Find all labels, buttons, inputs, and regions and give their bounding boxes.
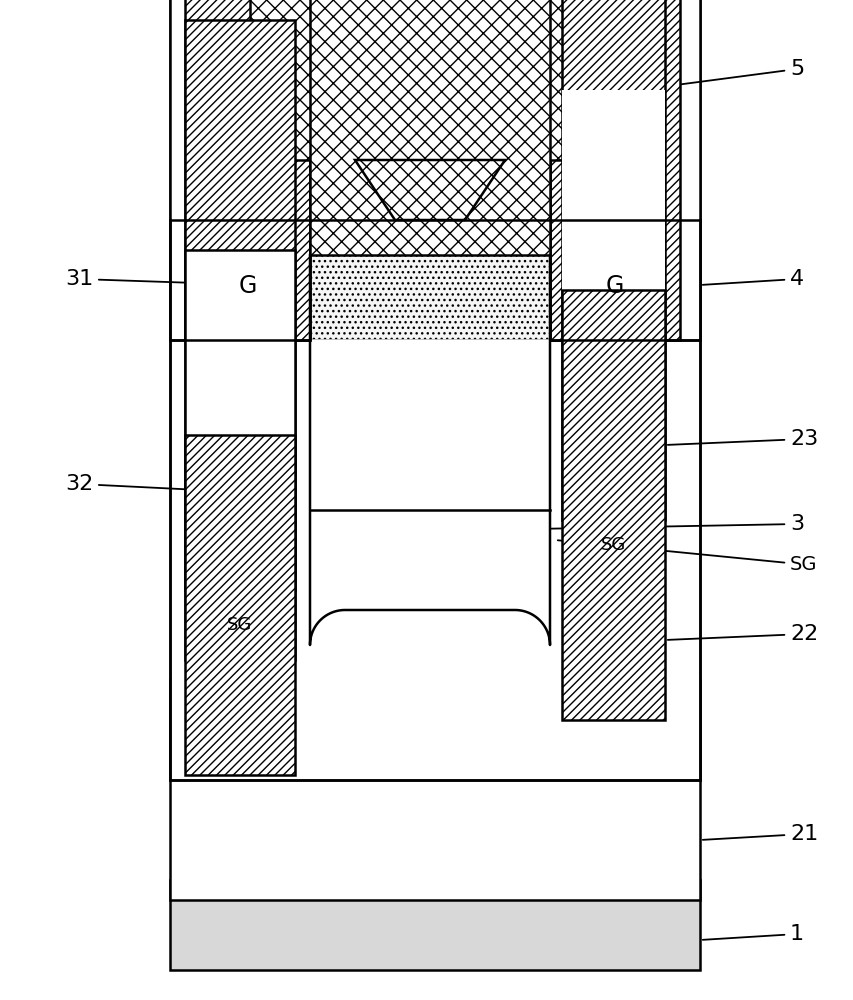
Text: SG: SG <box>601 536 625 554</box>
Bar <box>561 90 664 570</box>
Bar <box>310 0 549 340</box>
Polygon shape <box>355 160 504 220</box>
Text: 3: 3 <box>482 514 804 534</box>
Text: 1: 1 <box>702 924 804 944</box>
Text: SG: SG <box>227 616 252 634</box>
Text: 5: 5 <box>602 59 804 95</box>
Bar <box>185 0 310 340</box>
Bar <box>561 0 664 520</box>
Text: G: G <box>238 274 257 298</box>
Bar <box>185 435 294 775</box>
Text: 31: 31 <box>65 269 252 289</box>
Bar <box>250 0 600 160</box>
Text: 21: 21 <box>702 824 817 844</box>
Text: 32: 32 <box>65 474 197 494</box>
Bar <box>549 0 679 340</box>
Bar <box>170 0 699 340</box>
Text: G: G <box>605 274 624 298</box>
Bar <box>561 290 664 720</box>
Text: 4: 4 <box>702 269 804 289</box>
Polygon shape <box>310 340 549 645</box>
Bar <box>170 880 699 970</box>
Bar <box>185 250 294 660</box>
Bar <box>170 680 699 900</box>
Bar <box>185 20 294 590</box>
Text: SG: SG <box>557 540 816 574</box>
Text: 23: 23 <box>667 429 817 449</box>
Bar <box>170 0 699 780</box>
Bar <box>310 0 549 255</box>
Text: 22: 22 <box>667 624 817 644</box>
